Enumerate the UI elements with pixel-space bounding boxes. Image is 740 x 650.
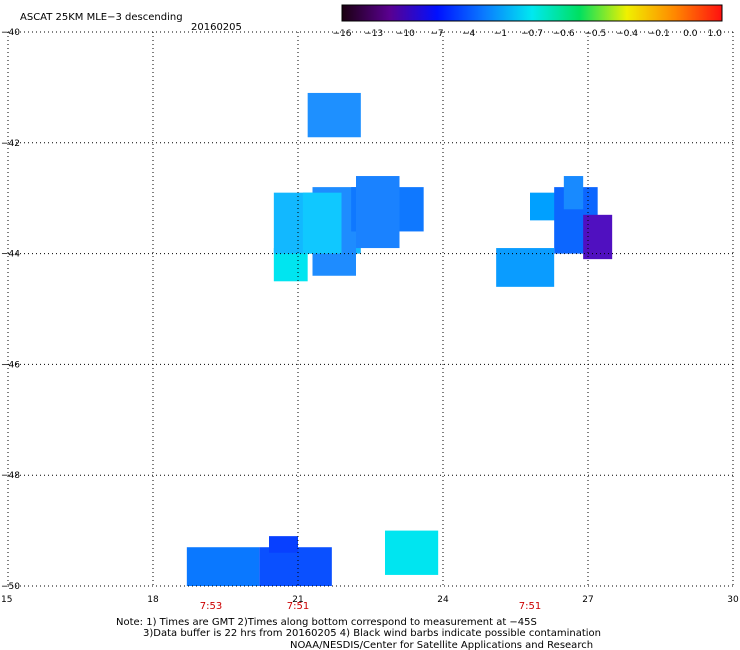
x-tick-label: 21	[292, 595, 303, 605]
time-label: 7:53	[200, 601, 222, 612]
x-tick-label: 15	[1, 595, 12, 605]
colorbar-label: −10	[396, 29, 415, 39]
x-tick-label: 18	[147, 595, 159, 605]
time-labels: 7:53 7:51 7:51	[200, 601, 541, 612]
colorbar-label: −0.1	[648, 29, 670, 39]
x-tick-label: 27	[582, 595, 593, 605]
x-tick-label: 30	[727, 595, 739, 605]
colorbar-label: −1	[494, 29, 507, 39]
colorbar-label: −0.5	[584, 29, 606, 39]
wind-cell	[302, 192, 342, 254]
wind-cell	[186, 547, 260, 586]
time-label: 7:51	[519, 601, 541, 612]
colorbar-label: −13	[364, 29, 383, 39]
axis-ticks: 15 18 21 24 27 30 −40 −42 −44 −46 −48 −50	[1, 28, 739, 605]
colorbar-label: 1.0	[708, 29, 723, 39]
colorbar-label: −16	[333, 29, 352, 39]
y-tick-label: −48	[1, 471, 20, 481]
wind-cell	[307, 92, 361, 138]
colorbar: −16 −13 −10 −7 −4 −1 −0.7 −0.6 −0.5 −0.4 −0.1 0.0 1.…	[333, 4, 723, 39]
time-label: 7:51	[287, 601, 309, 612]
y-tick-label: −46	[1, 360, 20, 370]
footnote-line: NOAA/NESDIS/Center for Satellite Applica…	[290, 640, 593, 650]
y-tick-label: −42	[1, 139, 20, 149]
wind-cell	[496, 248, 555, 287]
wind-cell	[385, 530, 439, 575]
x-tick-label: 24	[437, 595, 449, 605]
wind-cell	[563, 176, 584, 210]
colorbar-label: 0.0	[683, 29, 698, 39]
data-cells	[186, 92, 613, 586]
chart-date: 20160205	[191, 22, 242, 33]
chart-title: ASCAT 25KM MLE−3 descending	[20, 12, 183, 23]
colorbar-label: −0.6	[553, 29, 575, 39]
y-tick-label: −44	[1, 250, 20, 260]
wind-cell	[269, 536, 298, 553]
colorbar-label: −0.7	[521, 29, 543, 39]
wind-cell	[356, 176, 400, 249]
colorbar-strip	[341, 4, 723, 22]
footnote-line: Note: 1) Times are GMT 2)Times along bot…	[116, 617, 537, 628]
footnote-line: 3)Data buffer is 22 hrs from 20160205 4)…	[143, 628, 601, 639]
footnotes: Note: 1) Times are GMT 2)Times along bot…	[116, 617, 601, 650]
y-tick-label: −50	[1, 582, 20, 592]
y-tick-label: −40	[1, 28, 20, 38]
colorbar-label: −7	[430, 29, 443, 39]
colorbar-label: −4	[462, 29, 476, 39]
colorbar-label: −0.4	[616, 29, 638, 39]
wind-cell	[259, 547, 332, 586]
grid-lines	[7, 31, 734, 587]
